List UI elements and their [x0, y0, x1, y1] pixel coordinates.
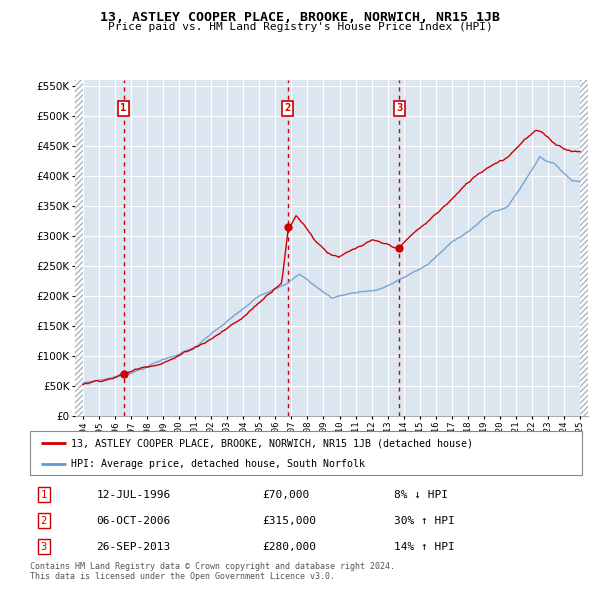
Text: 12-JUL-1996: 12-JUL-1996	[96, 490, 170, 500]
Text: 30% ↑ HPI: 30% ↑ HPI	[394, 516, 455, 526]
Text: HPI: Average price, detached house, South Norfolk: HPI: Average price, detached house, Sout…	[71, 459, 365, 469]
Text: This data is licensed under the Open Government Licence v3.0.: This data is licensed under the Open Gov…	[30, 572, 335, 581]
Text: 3: 3	[41, 542, 47, 552]
Bar	[580, 80, 588, 416]
Text: 2: 2	[41, 516, 47, 526]
Text: 13, ASTLEY COOPER PLACE, BROOKE, NORWICH, NR15 1JB (detached house): 13, ASTLEY COOPER PLACE, BROOKE, NORWICH…	[71, 438, 473, 448]
Text: £280,000: £280,000	[262, 542, 316, 552]
Text: 14% ↑ HPI: 14% ↑ HPI	[394, 542, 455, 552]
Text: 13, ASTLEY COOPER PLACE, BROOKE, NORWICH, NR15 1JB: 13, ASTLEY COOPER PLACE, BROOKE, NORWICH…	[100, 11, 500, 24]
Text: £70,000: £70,000	[262, 490, 309, 500]
Text: 8% ↓ HPI: 8% ↓ HPI	[394, 490, 448, 500]
Text: 1: 1	[41, 490, 47, 500]
Text: 26-SEP-2013: 26-SEP-2013	[96, 542, 170, 552]
Text: 06-OCT-2006: 06-OCT-2006	[96, 516, 170, 526]
Bar	[580, 80, 588, 416]
Text: 1: 1	[121, 103, 127, 113]
Bar	[75, 80, 83, 416]
Text: Price paid vs. HM Land Registry's House Price Index (HPI): Price paid vs. HM Land Registry's House …	[107, 22, 493, 32]
Text: 2: 2	[284, 103, 291, 113]
FancyBboxPatch shape	[30, 431, 582, 475]
Text: 3: 3	[397, 103, 403, 113]
Text: Contains HM Land Registry data © Crown copyright and database right 2024.: Contains HM Land Registry data © Crown c…	[30, 562, 395, 571]
Bar	[75, 80, 83, 416]
Text: £315,000: £315,000	[262, 516, 316, 526]
